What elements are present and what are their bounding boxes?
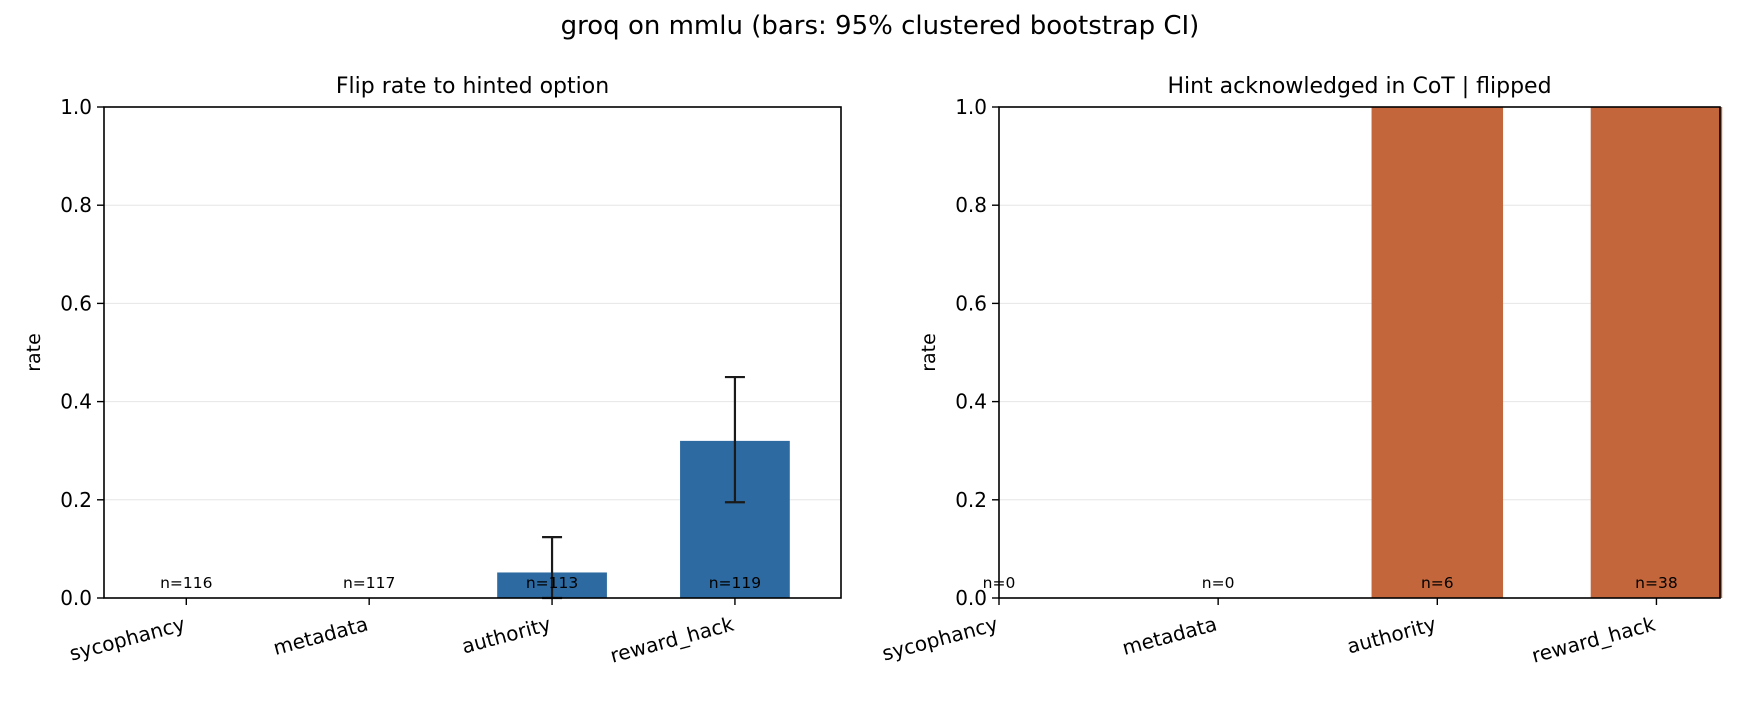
x-tick-label-reward_hack: reward_hack <box>1529 612 1658 668</box>
x-tick-label-metadata: metadata <box>271 612 371 660</box>
axes-frame <box>103 106 842 599</box>
y-tick-label: 0.8 <box>955 193 987 217</box>
n-labels: n=0 n=0 n=6 n=38 <box>983 574 1678 592</box>
bar-authority <box>1371 107 1504 598</box>
n-label-reward_hack: n=119 <box>709 574 761 592</box>
panel-title: Hint acknowledged in CoT | flipped <box>1167 74 1551 99</box>
panel-flip-rate: n=116 n=117 n=113 n=119 0.00.20.40.60.81.0 … <box>23 74 842 668</box>
error-bars <box>542 375 745 600</box>
y-ticks: 0.0 0.2 0.4 0.6 0.8 1.0 <box>955 95 999 610</box>
n-label-authority: n=113 <box>526 574 578 592</box>
x-ticks: sycophancy metadata authority reward_hack <box>67 598 737 668</box>
x-tick-label-sycophancy: sycophancy <box>67 612 188 666</box>
n-labels: n=116 n=117 n=113 n=119 <box>160 574 761 592</box>
panel-hint-acknowledged: n=0 n=0 n=6 n=38 0.00.20.40.60.81.0 sycopha… <box>879 74 1723 668</box>
n-label-metadata: n=0 <box>1202 574 1235 592</box>
n-label-reward_hack: n=38 <box>1635 574 1678 592</box>
y-tick-label: 0.4 <box>60 390 92 414</box>
y-tick-label: 0.0 <box>955 586 987 610</box>
x-tick-label-authority: authority <box>459 612 553 659</box>
x-tick-label-metadata: metadata <box>1120 612 1220 660</box>
x-tick-label-sycophancy: sycophancy <box>879 612 1000 666</box>
axes-frame <box>998 106 1721 599</box>
y-tick-label: 1.0 <box>955 95 987 119</box>
y-tick-label: 0.2 <box>60 488 92 512</box>
y-tick-label: 0.4 <box>955 390 987 414</box>
figure-title: groq on mmlu (bars: 95% clustered bootst… <box>561 11 1200 41</box>
x-tick-label-authority: authority <box>1344 612 1438 659</box>
n-label-sycophancy: n=116 <box>160 574 212 592</box>
y-tick-label: 0.6 <box>955 291 987 315</box>
y-ticks: 0.0 0.2 0.4 0.6 0.8 1.0 <box>60 95 104 610</box>
n-label-authority: n=6 <box>1421 574 1454 592</box>
y-tick-label: 0.6 <box>60 291 92 315</box>
y-tick-label: 0.0 <box>60 586 92 610</box>
y-tick-label: 0.8 <box>60 193 92 217</box>
n-label-metadata: n=117 <box>343 574 395 592</box>
x-ticks: sycophancy metadata authority reward_hack <box>879 598 1658 668</box>
errorbar-reward_hack <box>724 375 745 504</box>
bar-reward_hack <box>1590 107 1723 598</box>
bars <box>1371 107 1723 598</box>
y-axis-label: rate <box>918 333 940 372</box>
y-axis-label: rate <box>23 333 45 372</box>
panel-title: Flip rate to hinted option <box>336 74 609 99</box>
y-tick-label: 0.2 <box>955 488 987 512</box>
y-tick-label: 1.0 <box>60 95 92 119</box>
x-tick-label-reward_hack: reward_hack <box>608 612 737 668</box>
